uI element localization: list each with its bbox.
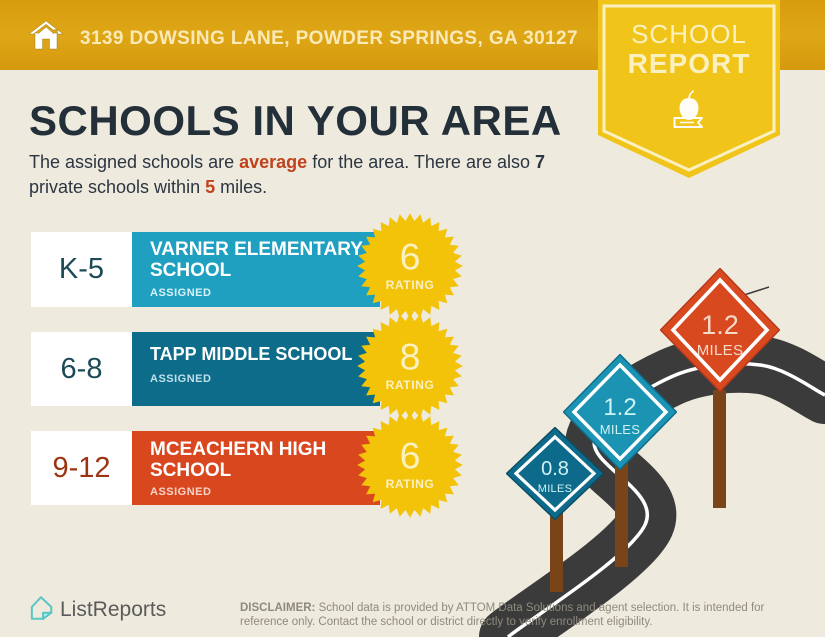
svg-text:1.2: 1.2: [603, 394, 636, 421]
svg-text:MILES: MILES: [538, 483, 573, 495]
svg-text:MILES: MILES: [600, 422, 641, 437]
svg-text:MILES: MILES: [697, 342, 744, 359]
svg-text:1.2: 1.2: [701, 310, 739, 340]
